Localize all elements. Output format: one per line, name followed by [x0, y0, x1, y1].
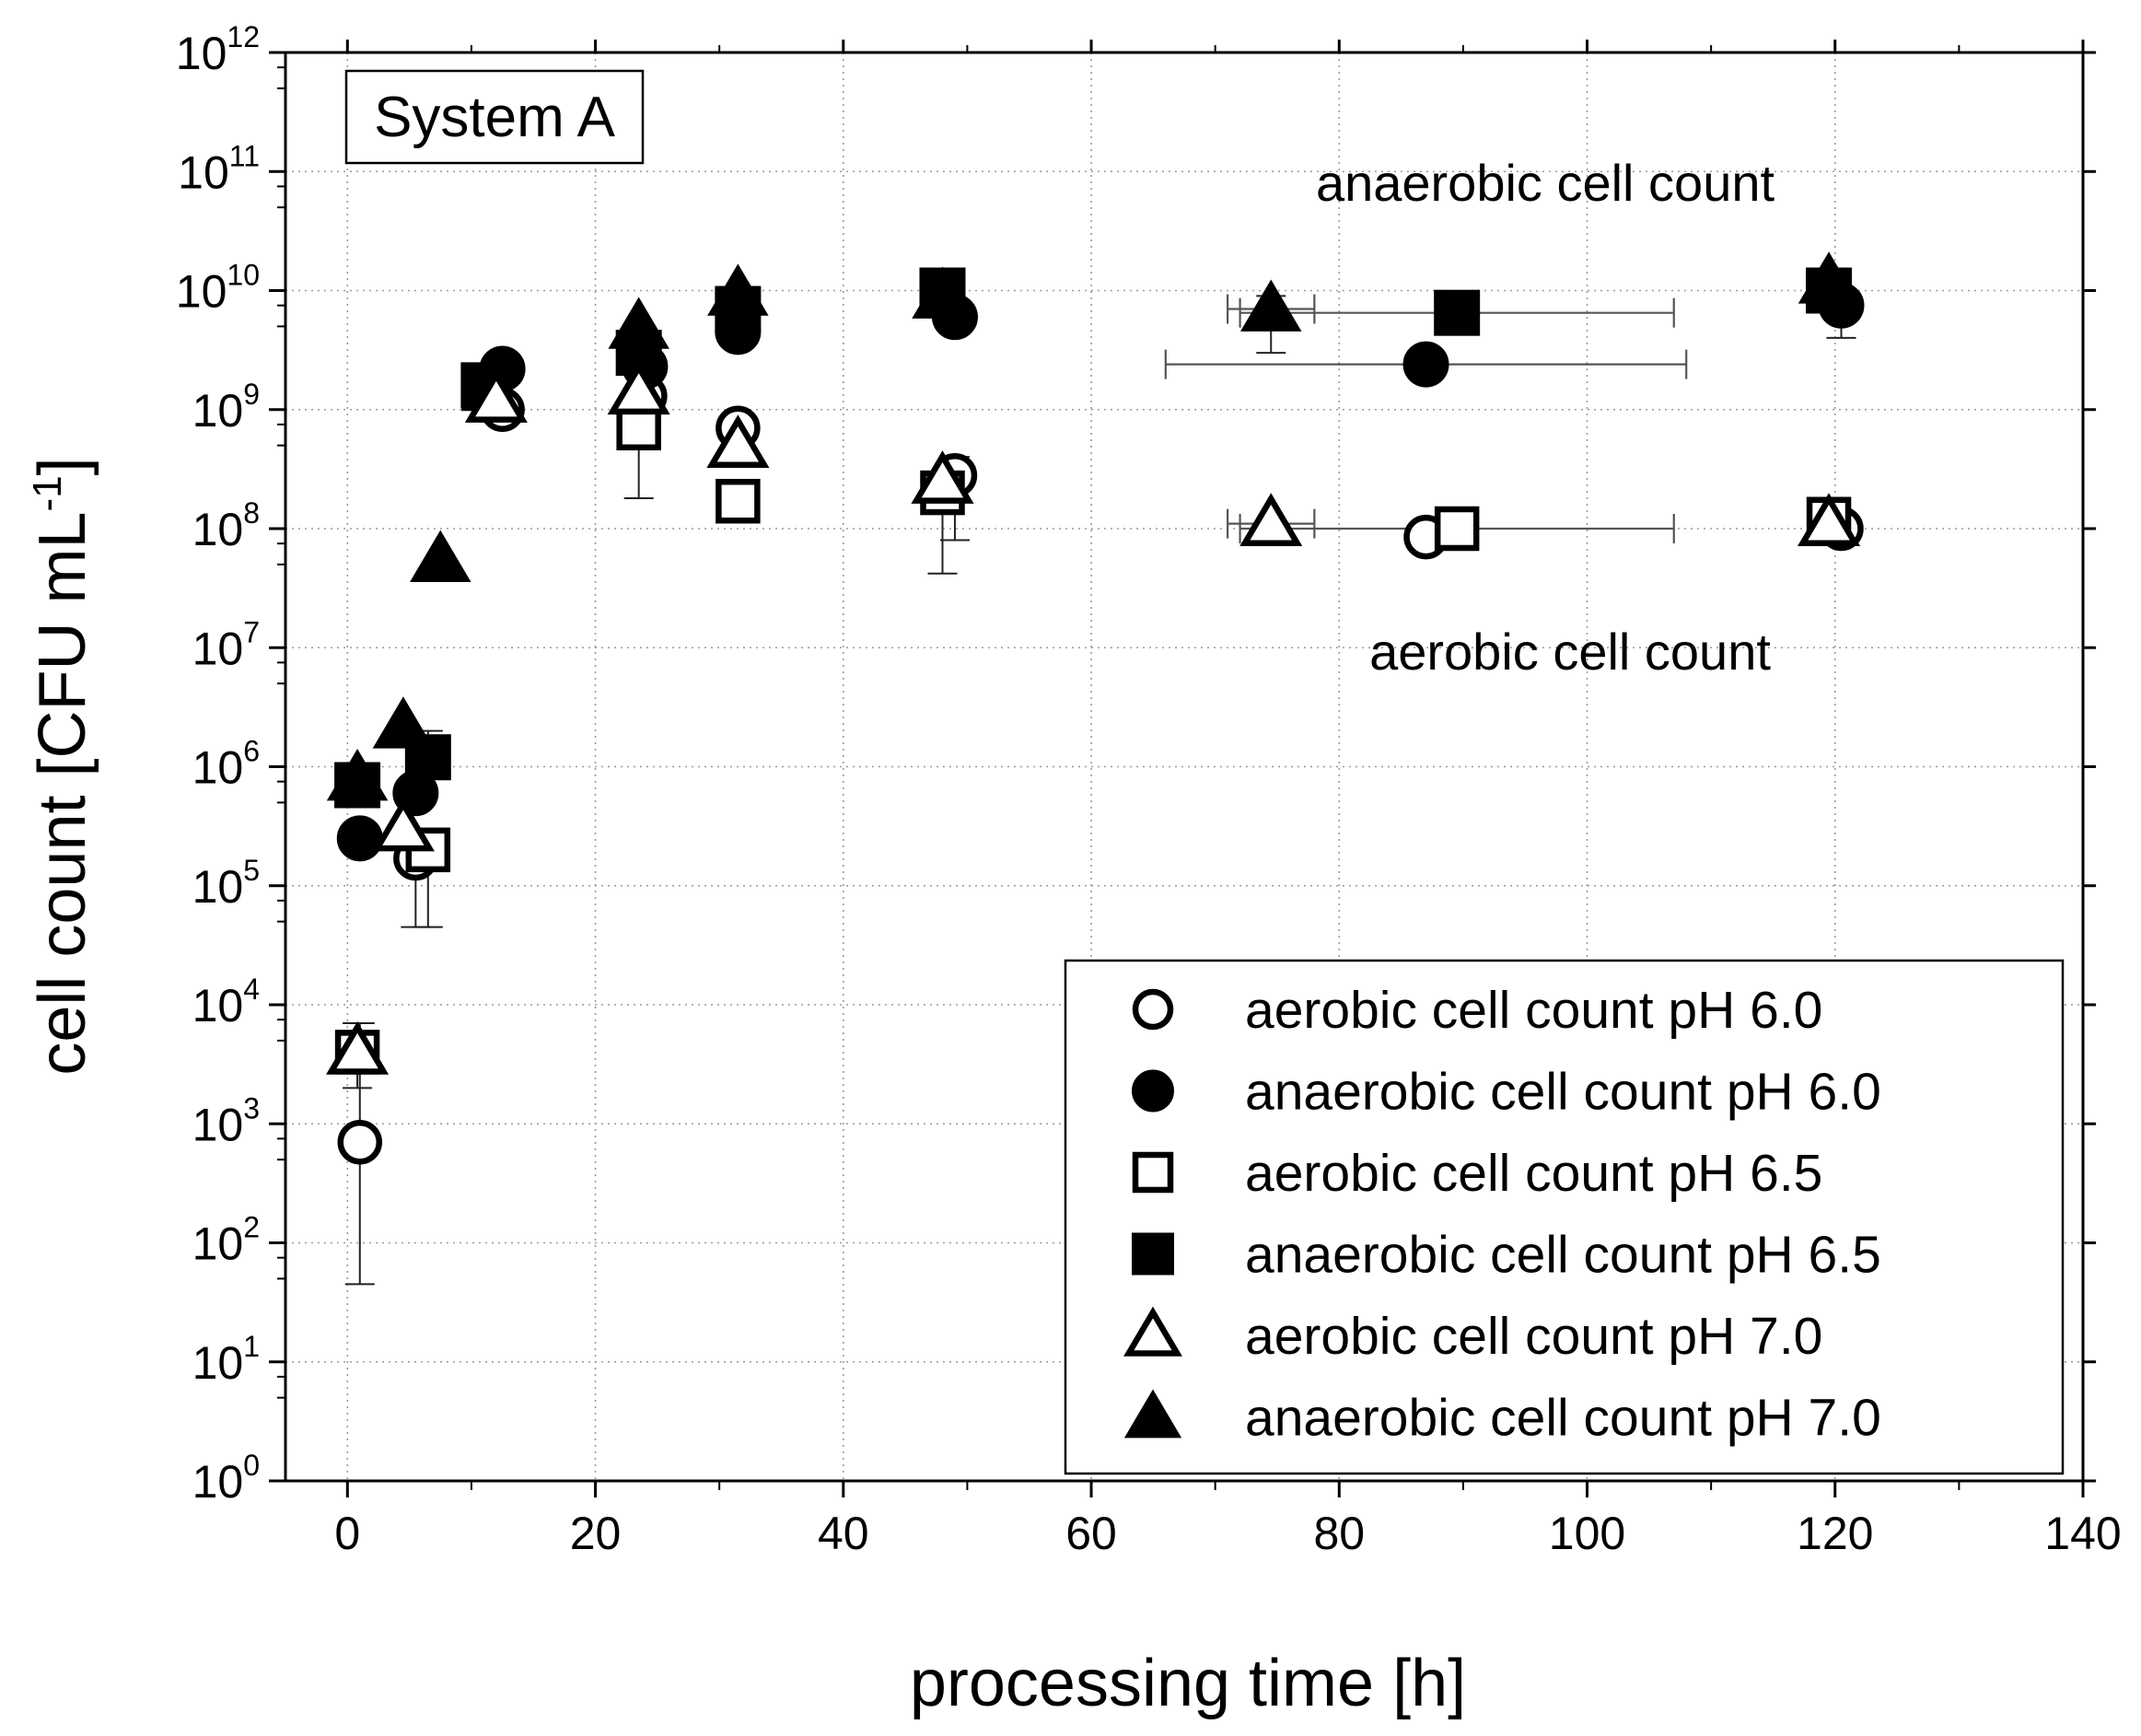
data-point — [1239, 279, 1302, 332]
y-tick-label: 1012 — [176, 20, 260, 79]
y-tick-label: 109 — [192, 378, 260, 437]
y-tick-label: 102 — [192, 1211, 260, 1270]
data-point — [336, 815, 383, 862]
x-tick-label: 80 — [1313, 1508, 1365, 1559]
data-point — [410, 530, 471, 582]
y-axis-title-close: ] — [26, 457, 99, 475]
y-tick-label: 104 — [192, 973, 260, 1031]
x-tick-label: 140 — [2044, 1508, 2121, 1559]
y-tick-label: 1011 — [178, 139, 260, 198]
panel-label-text: System A — [374, 86, 616, 149]
data-point — [1798, 251, 1860, 304]
y-tick-label: 105 — [192, 854, 260, 913]
legend-box — [1064, 959, 2065, 1475]
annotation-anaerobic: anaerobic cell count — [1316, 154, 1775, 212]
x-tick-label: 20 — [570, 1508, 622, 1559]
legend: aerobic cell count pH 6.0 anaerobic cell … — [1064, 959, 2065, 1475]
data-point — [326, 749, 389, 801]
axes: 0 20 40 60 80 100 120 140 100 101 102 103 104 105 106 1… — [176, 20, 2122, 1559]
legend-marker — [1123, 1389, 1182, 1439]
legend-marker — [1132, 1151, 1174, 1194]
data-point — [371, 798, 435, 852]
y-tick-label: 106 — [192, 735, 260, 794]
y-tick-label: 101 — [192, 1330, 260, 1389]
x-tick-label: 100 — [1549, 1508, 1625, 1559]
data-point — [1402, 341, 1449, 388]
data-points — [326, 251, 1865, 1165]
y-tick-label: 103 — [192, 1091, 260, 1150]
x-tick-label: 40 — [818, 1508, 869, 1559]
y-axis-title: cell count [CFU mL-1] — [25, 457, 99, 1075]
legend-label: aerobic cell count pH 6.5 — [1245, 1144, 1822, 1203]
y-tick-label: 108 — [192, 496, 260, 555]
annotation-aerobic: aerobic cell count — [1369, 623, 1771, 681]
data-point — [607, 361, 670, 415]
legend-marker — [1132, 988, 1174, 1031]
y-axis-title-main: cell count [CFU mL — [26, 511, 99, 1075]
data-point — [608, 297, 669, 349]
legend-label: anaerobic cell count pH 6.0 — [1245, 1063, 1881, 1122]
legend-marker — [1132, 1232, 1174, 1276]
legend-marker — [1132, 1069, 1174, 1113]
panel-label: System A — [344, 69, 645, 165]
data-point — [1434, 289, 1481, 336]
data-point — [706, 414, 770, 468]
data-point — [1434, 506, 1480, 552]
legend-label: anaerobic cell count pH 7.0 — [1245, 1389, 1881, 1448]
data-point — [911, 450, 974, 504]
legend-label: aerobic cell count pH 7.0 — [1245, 1307, 1822, 1366]
x-tick-label: 60 — [1065, 1508, 1117, 1559]
data-point — [912, 266, 973, 319]
data-point — [707, 263, 769, 316]
data-point — [1797, 493, 1861, 546]
data-point — [326, 1021, 390, 1075]
data-point — [464, 369, 528, 423]
panel-label-box — [344, 69, 645, 165]
data-point — [337, 1120, 383, 1165]
x-tick-label: 120 — [1797, 1508, 1873, 1559]
y-axis-title-sup: -1 — [25, 475, 70, 511]
x-tick-label: 0 — [334, 1508, 360, 1559]
y-tick-label: 100 — [192, 1449, 260, 1508]
legend-label: anaerobic cell count pH 6.5 — [1245, 1226, 1881, 1285]
data-point — [1239, 493, 1303, 546]
data-point — [716, 478, 761, 524]
x-axis-title: processing time [h] — [910, 1647, 1466, 1720]
y-tick-label: 107 — [192, 615, 260, 674]
y-tick-label: 1010 — [176, 259, 260, 318]
legend-marker — [1123, 1306, 1182, 1357]
data-point — [372, 696, 435, 749]
legend-label: aerobic cell count pH 6.0 — [1245, 981, 1822, 1040]
